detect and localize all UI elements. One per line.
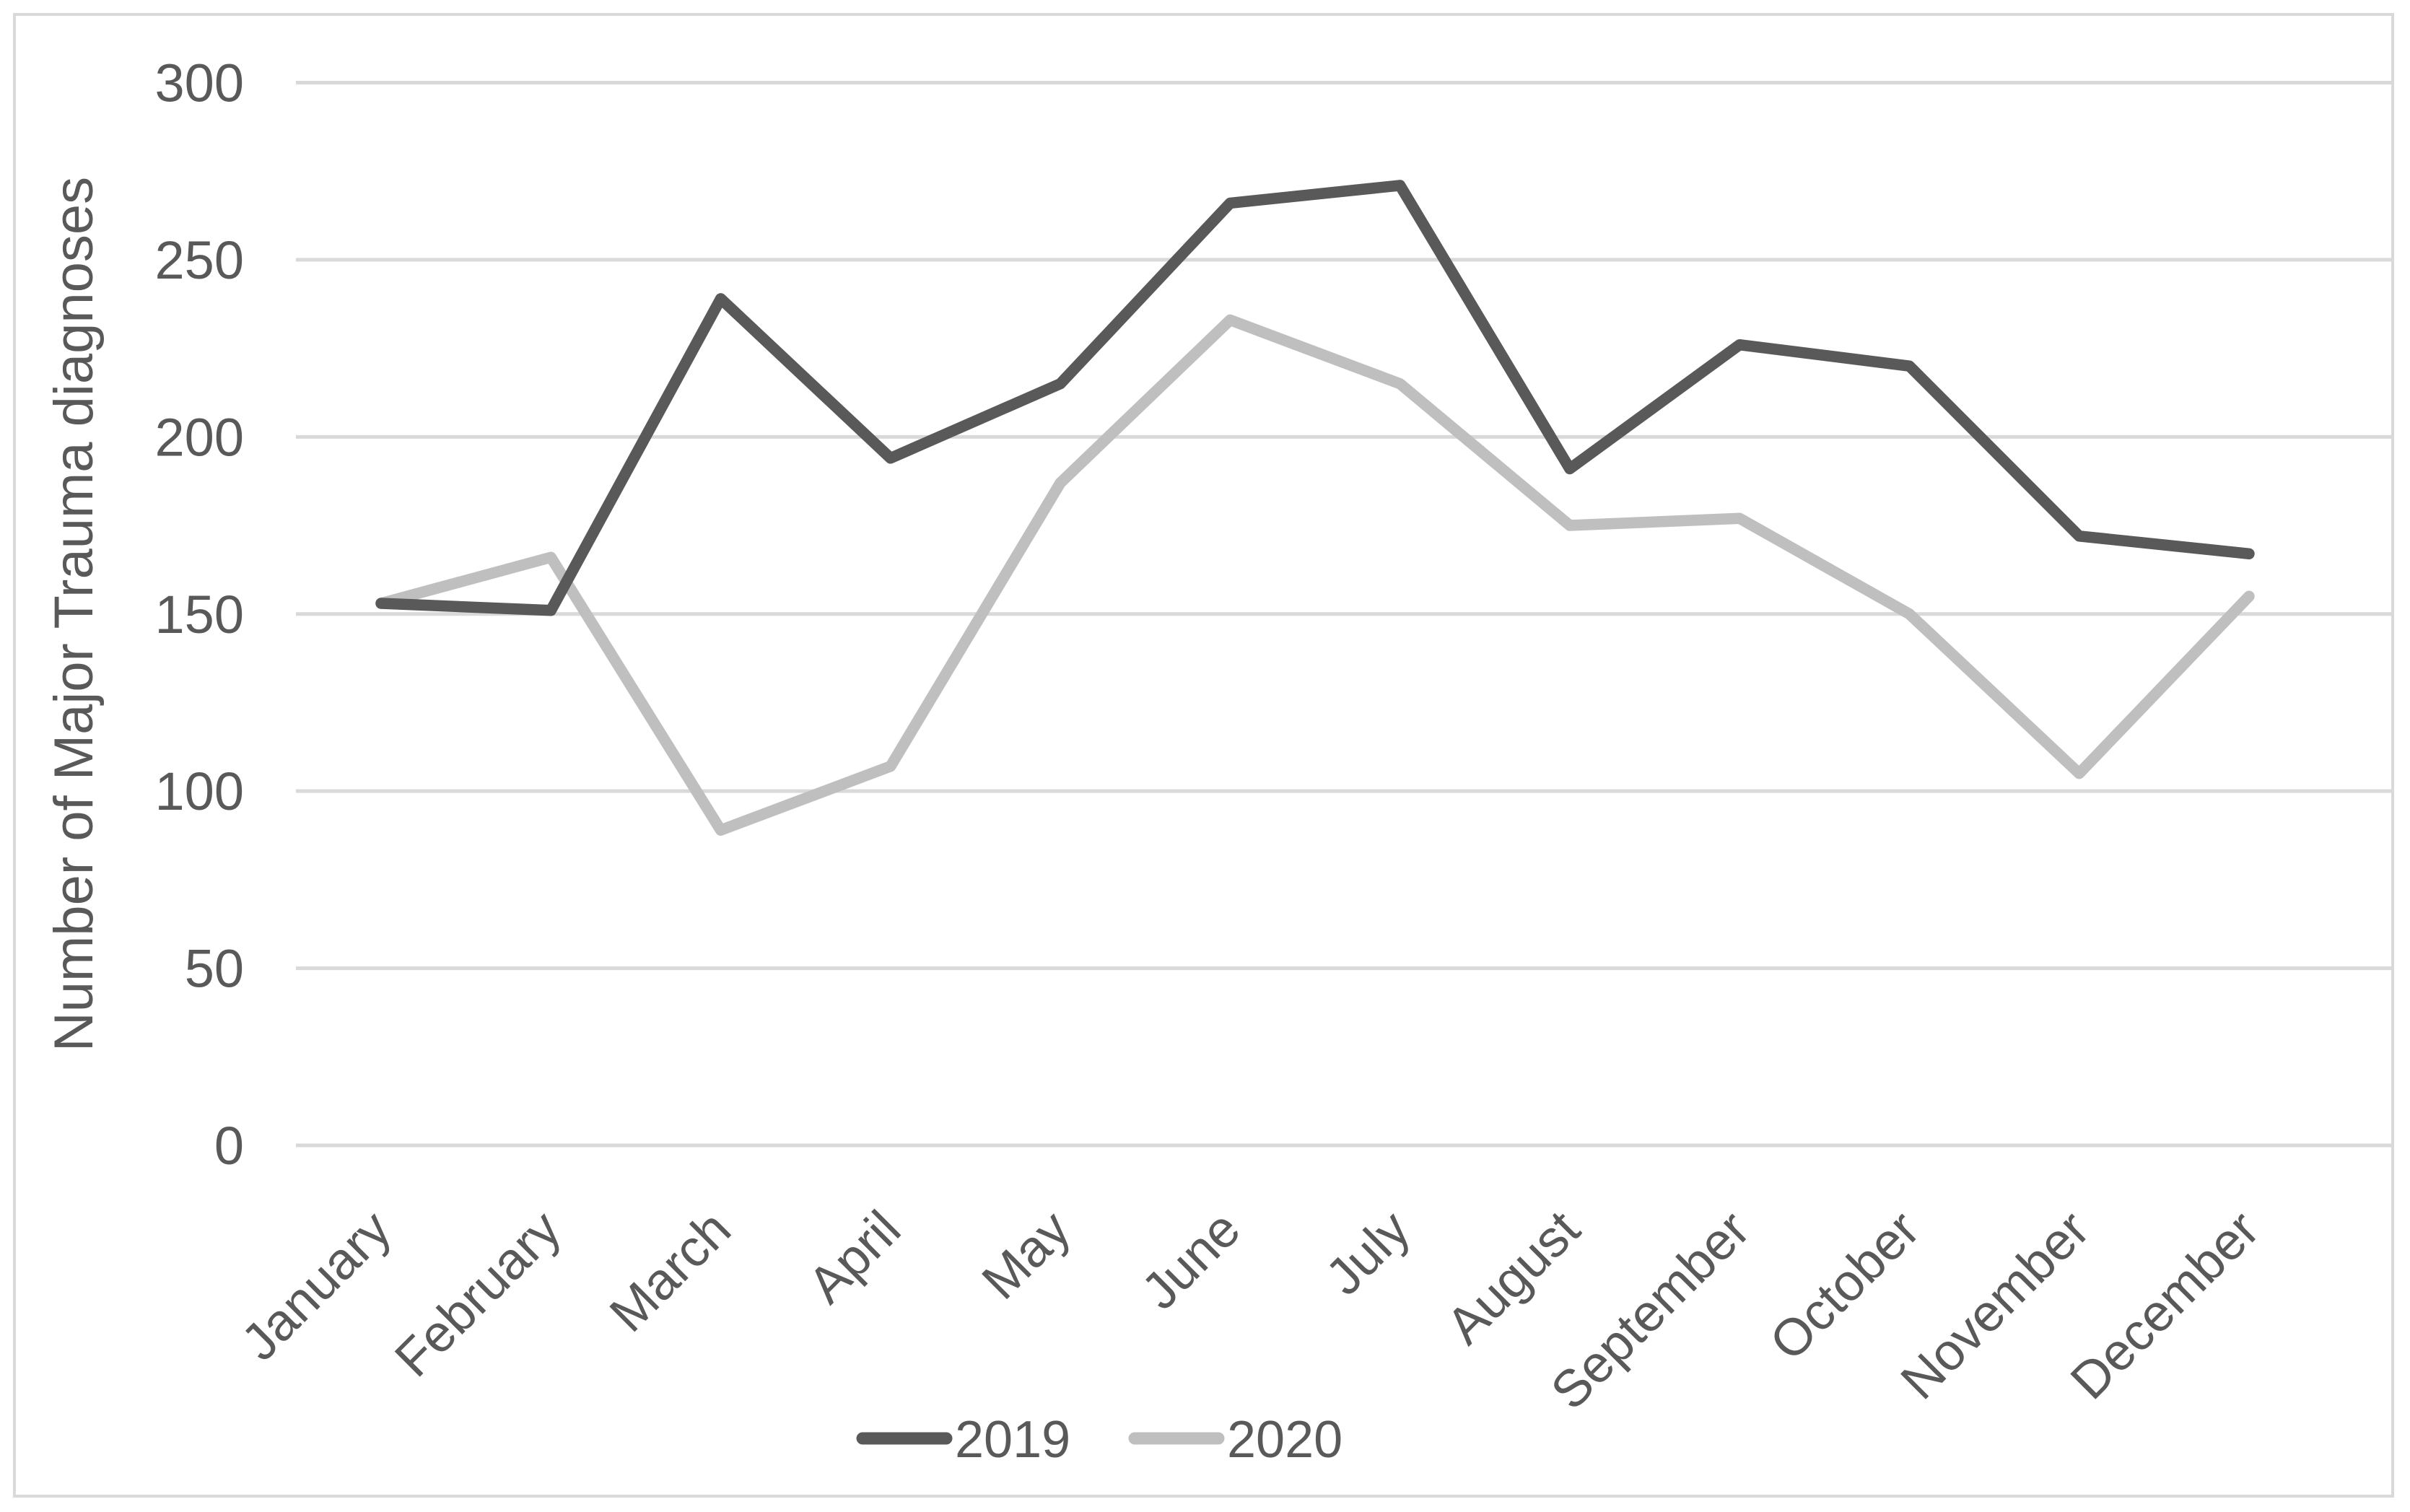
y-tick-label: 50	[185, 939, 244, 999]
chart-area-border: 0 50 100 150 200 250 300 January February March Ap…	[13, 13, 2394, 1498]
x-tick-label: April	[798, 1200, 912, 1314]
x-tick-label: June	[1131, 1200, 1252, 1321]
x-tick-label: July	[1315, 1200, 1421, 1306]
x-tick-label: August	[1436, 1200, 1591, 1355]
x-tick-label: December	[2060, 1200, 2270, 1410]
y-tick-label: 300	[155, 53, 244, 113]
y-tick-label: 150	[155, 585, 244, 644]
series-line-2019	[375, 180, 2255, 616]
series-line-2020	[375, 314, 2255, 836]
x-tick-label: February	[384, 1200, 572, 1388]
x-tick-label: January	[231, 1200, 403, 1372]
y-tick-label: 100	[155, 761, 244, 821]
y-axis-title: Number of Major Trauma diagnoses	[43, 177, 105, 1052]
legend-label-2019: 2019	[955, 1411, 1070, 1469]
x-tick-label: May	[972, 1200, 1082, 1311]
y-tick-label: 200	[155, 407, 244, 467]
y-tick-label: 250	[155, 230, 244, 290]
legend-label-2020: 2020	[1227, 1411, 1342, 1469]
x-tick-label: October	[1759, 1200, 1931, 1372]
x-tick-label: March	[599, 1200, 742, 1343]
y-tick-label: 0	[214, 1116, 244, 1176]
